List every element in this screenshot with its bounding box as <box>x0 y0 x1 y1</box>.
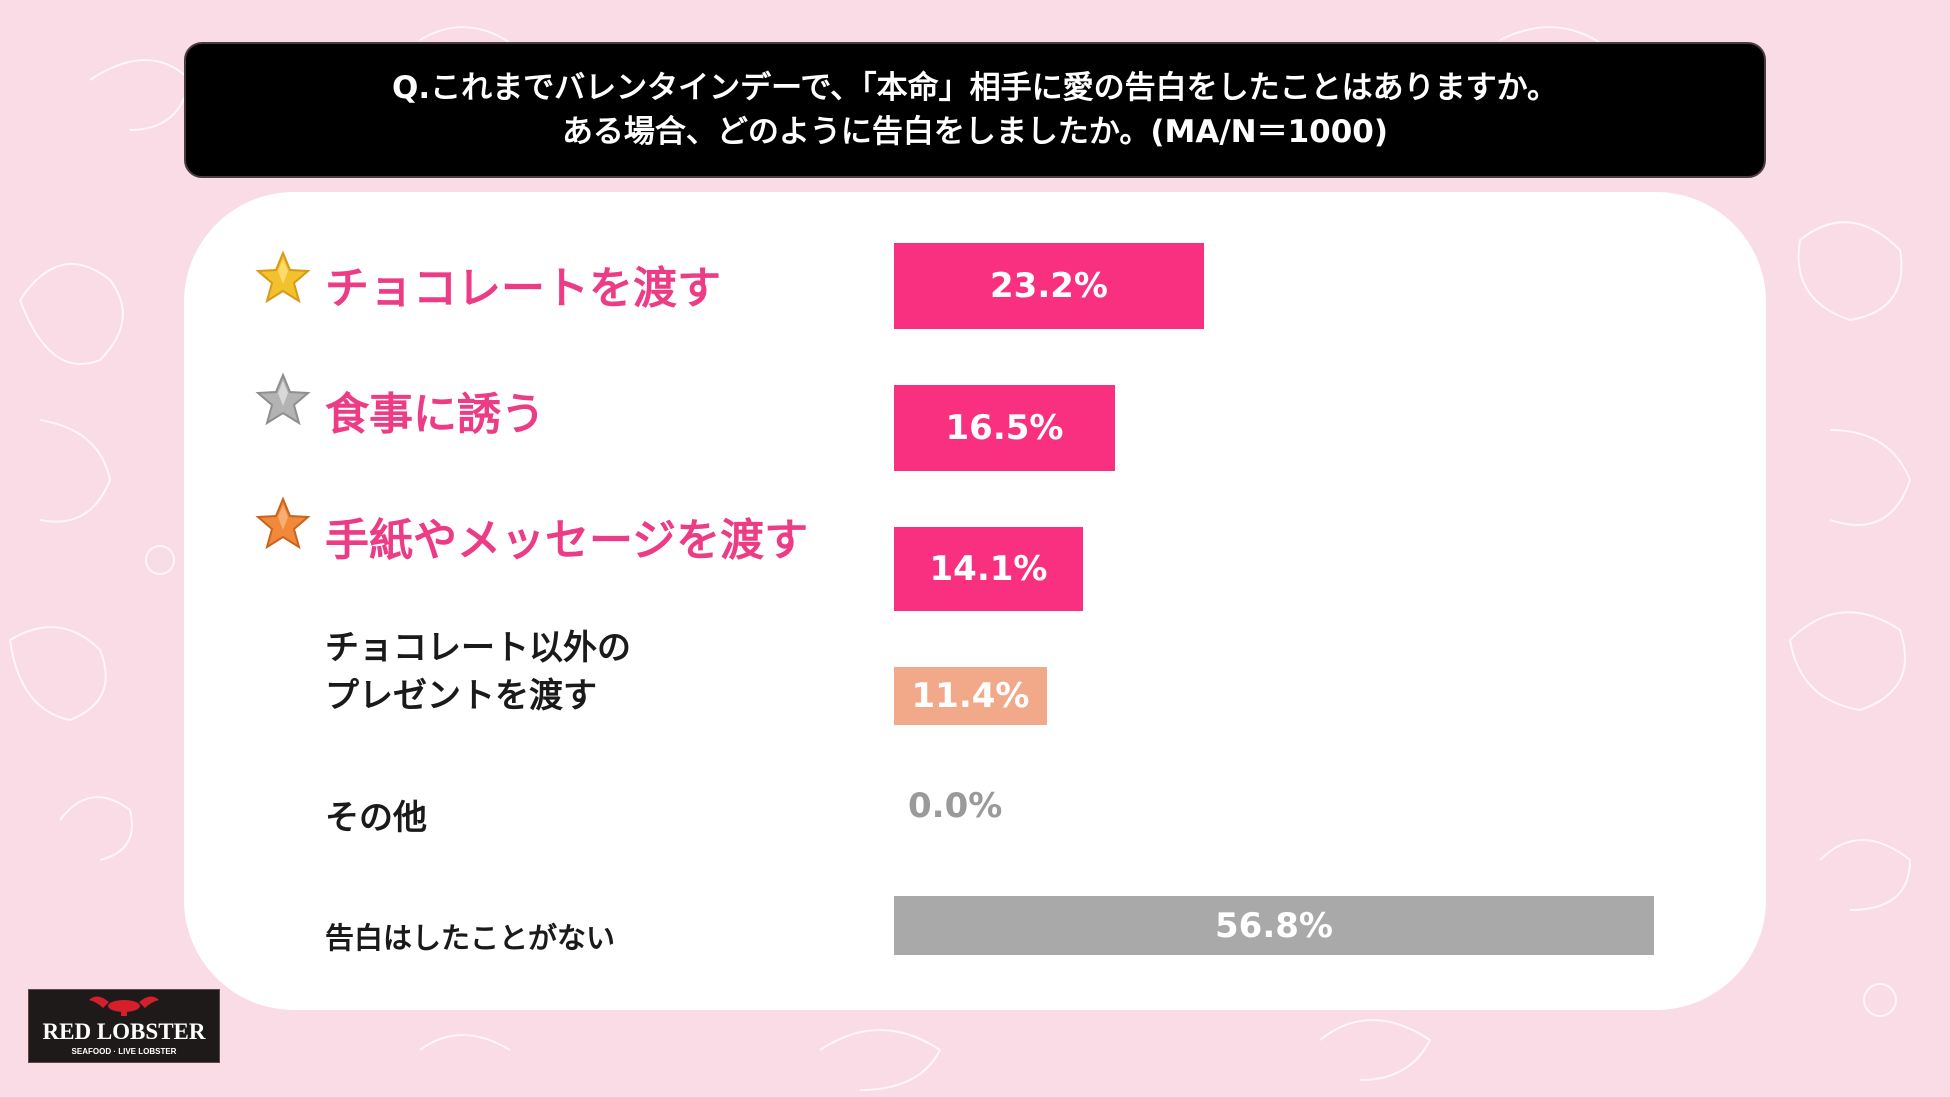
category-label-other-gift: チョコレート以外の プレゼントを渡す <box>325 624 631 720</box>
lobster-logo-icon: RED LOBSTER SEAFOOD · LIVE LOBSTER <box>43 996 206 1056</box>
category-label-dinner: 食事に誘う <box>325 389 545 440</box>
category-label-other-gift-line-1: チョコレート以外の <box>325 628 631 668</box>
category-label-other: その他 <box>325 798 427 838</box>
category-label-chocolate: チョコレートを渡す <box>325 263 721 314</box>
value-label-letter: 14.1% <box>929 549 1048 589</box>
red-lobster-logo: RED LOBSTER SEAFOOD · LIVE LOBSTER <box>28 989 220 1063</box>
bronze-star-icon <box>255 496 311 550</box>
bar-never: 56.8% <box>894 896 1654 955</box>
category-label-never: 告白はしたことがない <box>325 921 616 955</box>
category-label-letter: 手紙やメッセージを渡す <box>325 515 809 566</box>
gold-star-icon <box>255 250 311 304</box>
question-header: Q.これまでバレンタインデーで、「本命」相手に愛の告白をしたことはありますか。 … <box>184 42 1766 178</box>
value-label-other-gift: 11.4% <box>911 676 1030 716</box>
bar-chocolate: 23.2% <box>894 243 1204 329</box>
value-label-other: 0.0% <box>908 786 1003 826</box>
question-line-2: ある場合、どのように告白をしましたか。(MA/N＝1000) <box>561 114 1389 150</box>
bar-letter: 14.1% <box>894 527 1083 611</box>
value-label-dinner: 16.5% <box>945 408 1064 448</box>
question-line-1: Q.これまでバレンタインデーで、「本命」相手に愛の告白をしたことはありますか。 <box>392 70 1558 106</box>
value-label-chocolate: 23.2% <box>990 266 1108 306</box>
svg-text:RED LOBSTER: RED LOBSTER <box>43 1019 206 1044</box>
bar-dinner: 16.5% <box>894 385 1115 471</box>
silver-star-icon <box>255 372 311 426</box>
value-label-never: 56.8% <box>1215 905 1333 946</box>
category-label-other-gift-line-2: プレゼントを渡す <box>325 676 597 716</box>
svg-text:SEAFOOD · LIVE LOBSTER: SEAFOOD · LIVE LOBSTER <box>72 1047 177 1056</box>
bar-other-gift: 11.4% <box>894 667 1047 725</box>
